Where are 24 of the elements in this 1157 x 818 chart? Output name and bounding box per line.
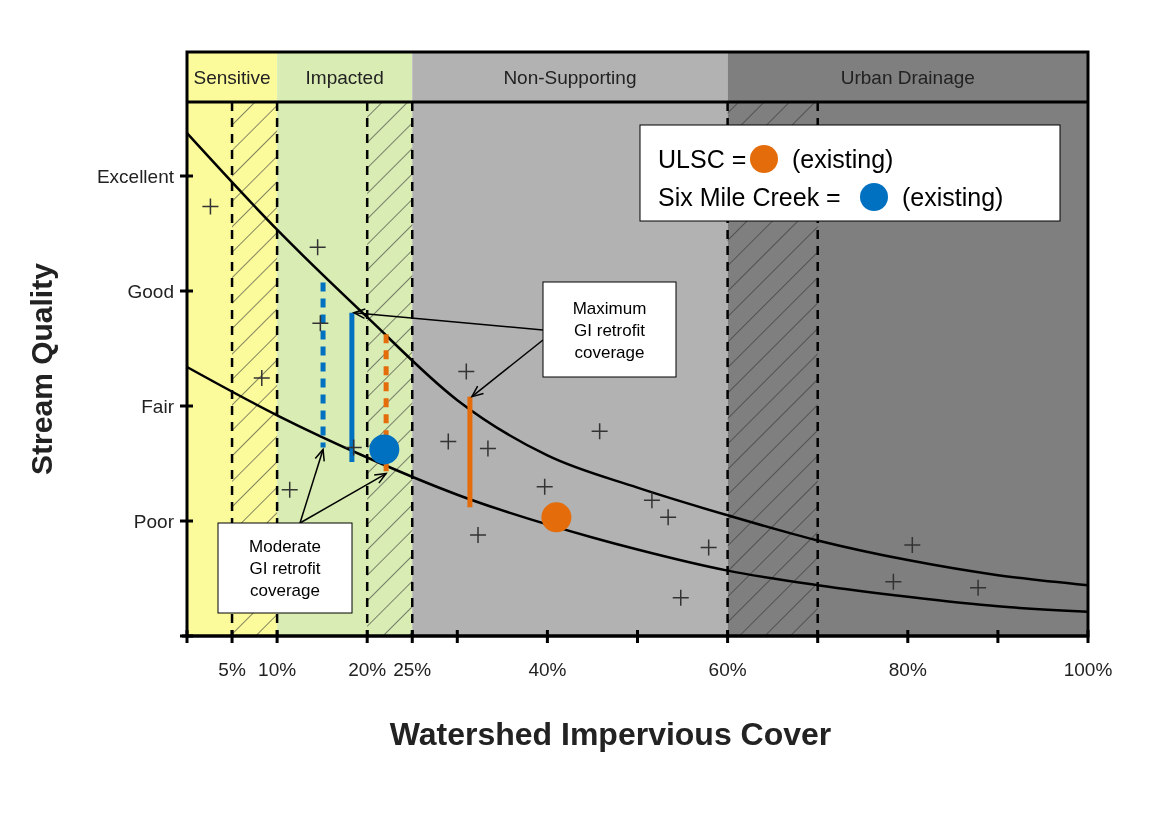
- annotation: Moderate GI retrofit coverage: [249, 537, 321, 600]
- legend-label: ULSC =: [658, 145, 747, 173]
- annotation: Maximum GI retrofit coverage: [572, 298, 647, 362]
- x-axis-title: Watershed Impervious Cover: [389, 716, 832, 752]
- text: Good: [127, 281, 174, 302]
- annotation: (existing): [902, 183, 1004, 211]
- y-axis-title: Stream Quality: [25, 262, 58, 475]
- text: Poor: [133, 511, 175, 532]
- band-label: Impacted: [305, 67, 384, 88]
- band-label: Sensitive: [193, 67, 271, 88]
- legend-label: Six Mile Creek =: [658, 183, 841, 211]
- x-tick-label: 25%: [393, 659, 432, 680]
- x-tick-label: 40%: [528, 659, 567, 680]
- x-tick-label: 20%: [348, 659, 387, 680]
- x-tick-label: 60%: [708, 659, 747, 680]
- band-label: Non-Supporting: [503, 67, 637, 88]
- text: Fair: [141, 396, 175, 417]
- x-tick-label: 5%: [218, 659, 246, 680]
- x-tick-label: 80%: [888, 659, 927, 680]
- text: Excellent: [96, 166, 175, 187]
- x-tick-label: 10%: [258, 659, 297, 680]
- band-label: Urban Drainage: [840, 67, 975, 88]
- annotation: (existing): [792, 145, 894, 173]
- x-tick-label: 100%: [1063, 659, 1113, 680]
